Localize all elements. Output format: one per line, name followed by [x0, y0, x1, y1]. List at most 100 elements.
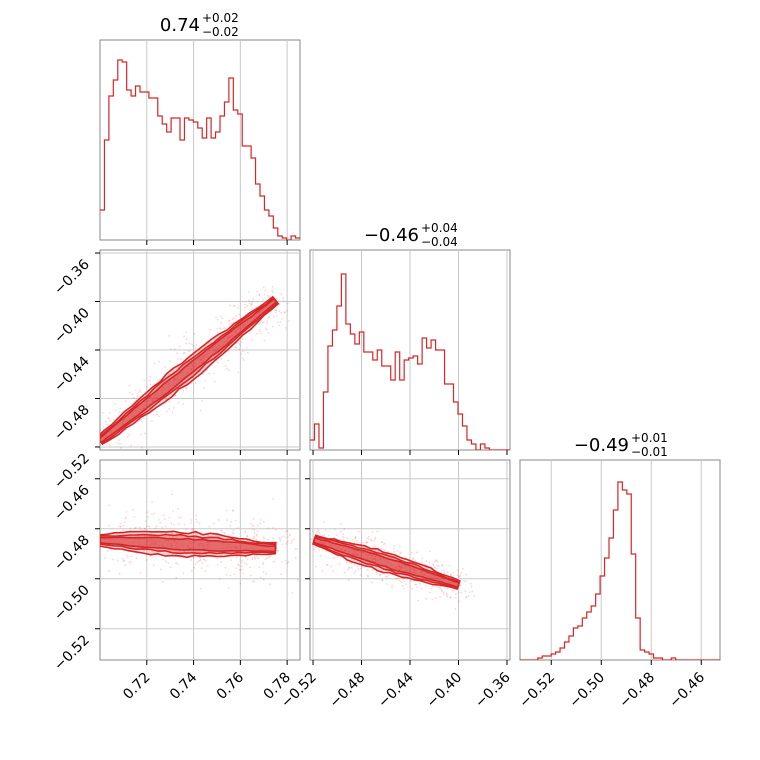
sample-point [383, 542, 386, 545]
sample-point [442, 569, 445, 572]
sample-point [321, 569, 324, 572]
sample-point [140, 420, 143, 423]
sample-point [370, 539, 373, 542]
panel-hist-p2-frame [519, 459, 721, 661]
sample-point [310, 538, 313, 541]
sample-point [108, 412, 111, 414]
sample-point [434, 597, 437, 600]
sample-point [390, 557, 393, 559]
sample-point [411, 588, 413, 591]
sample-point [192, 529, 195, 531]
sample-point [128, 561, 131, 564]
sample-point [196, 533, 198, 536]
sample-point [258, 293, 261, 296]
sample-point [190, 529, 193, 532]
sample-point [321, 534, 324, 537]
sample-point [364, 560, 367, 563]
sample-point [90, 539, 92, 541]
panel-p0-p2: −0.46−0.48−0.50−0.520.72 0.74 0.76 0.78 [51, 459, 301, 703]
sample-point [188, 342, 191, 345]
panel-p0-p2-frame [99, 459, 301, 661]
sample-point [202, 558, 205, 561]
sample-point [109, 420, 112, 422]
sample-point [167, 539, 170, 542]
sample-point [195, 518, 198, 521]
x-tick-label-p1-3: −0.40 [424, 670, 466, 712]
sample-point [391, 584, 393, 587]
sample-point [442, 593, 445, 596]
sample-point [128, 433, 131, 436]
sample-point [168, 360, 171, 362]
sample-point [280, 561, 283, 563]
sample-point [227, 338, 230, 341]
sample-point [299, 298, 300, 300]
sample-point [251, 525, 254, 527]
sample-point [343, 571, 346, 574]
sample-point [199, 558, 202, 561]
sample-point [459, 584, 462, 587]
contour-level-1 [100, 533, 277, 555]
sample-point [238, 568, 241, 571]
sample-point [436, 560, 439, 563]
sample-point [395, 566, 397, 569]
sample-point [193, 365, 196, 368]
sample-point [447, 582, 450, 584]
sample-point [241, 357, 244, 360]
sample-point [432, 577, 435, 580]
sample-point [158, 518, 160, 521]
sample-point [207, 541, 209, 544]
sample-point [213, 522, 215, 525]
sample-point [105, 435, 108, 438]
sample-point [285, 530, 288, 533]
sample-point [223, 327, 226, 330]
x-tick-label-p2-2: −0.48 [616, 670, 658, 712]
sample-point [107, 504, 110, 507]
title-p1-minus: −0.04 [421, 235, 458, 249]
sample-point [157, 415, 160, 418]
sample-point [154, 542, 157, 545]
sample-point [158, 540, 161, 543]
sample-point [170, 544, 173, 547]
sample-point [352, 552, 354, 555]
sample-point [338, 562, 341, 565]
sample-point [286, 529, 289, 532]
sample-point [374, 557, 377, 560]
sample-point [379, 557, 382, 560]
sample-point [398, 568, 400, 571]
sample-point [226, 367, 228, 370]
sample-point [380, 541, 383, 543]
sample-point [259, 519, 262, 521]
sample-point [204, 570, 207, 572]
sample-point [220, 561, 222, 563]
sample-point [198, 522, 201, 525]
sample-point [207, 350, 210, 353]
sample-point [433, 574, 436, 577]
sample-point [98, 434, 100, 436]
sample-point [148, 379, 151, 382]
x-tick-label-p0-2: 0.76 [214, 669, 247, 702]
sample-point [418, 582, 421, 585]
sample-point [200, 356, 203, 359]
sample-point [171, 510, 174, 512]
sample-point [273, 560, 275, 563]
sample-point [347, 550, 350, 553]
sample-point [131, 393, 133, 395]
sample-point [151, 550, 154, 553]
sample-point [224, 566, 227, 569]
sample-point [375, 571, 378, 573]
sample-point [189, 547, 192, 550]
sample-point [230, 559, 232, 562]
sample-point [286, 562, 289, 565]
sample-point [198, 357, 200, 360]
sample-point [204, 379, 207, 382]
sample-point [155, 411, 158, 413]
sample-point [405, 583, 408, 586]
sample-point [149, 543, 152, 546]
y-tick-label-p2-1: −0.48 [51, 532, 93, 574]
sample-point [169, 566, 172, 569]
sample-point [436, 564, 439, 567]
sample-point [202, 547, 205, 550]
sample-point [164, 366, 166, 368]
sample-point [441, 564, 444, 567]
sample-point [354, 551, 357, 554]
